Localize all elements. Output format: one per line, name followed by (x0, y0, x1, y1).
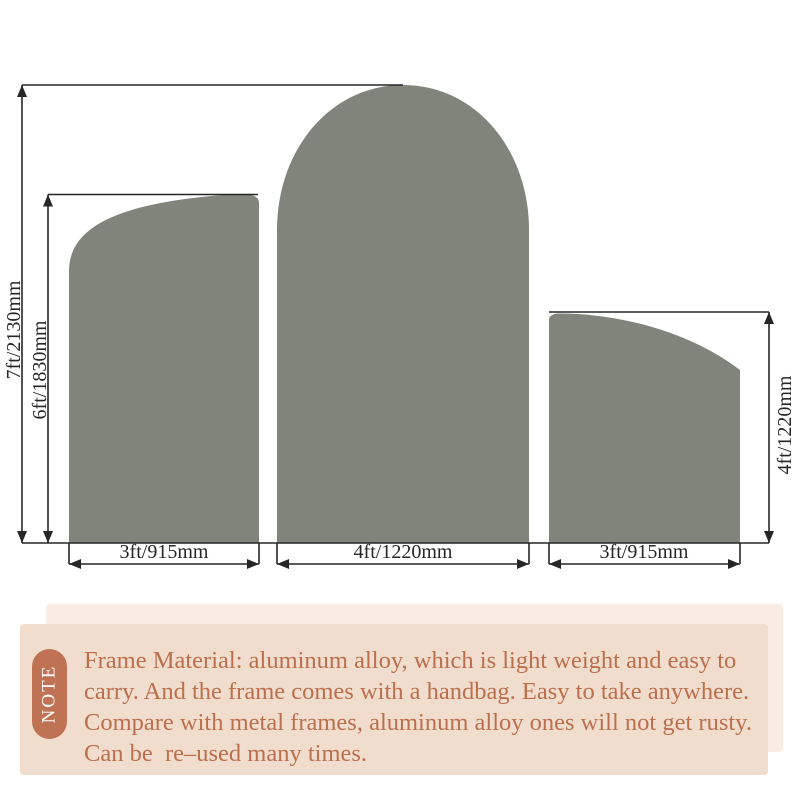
svg-text:3ft/915mm: 3ft/915mm (120, 541, 209, 563)
svg-text:3ft/915mm: 3ft/915mm (600, 541, 689, 563)
svg-text:4ft/1220mm: 4ft/1220mm (354, 541, 453, 563)
